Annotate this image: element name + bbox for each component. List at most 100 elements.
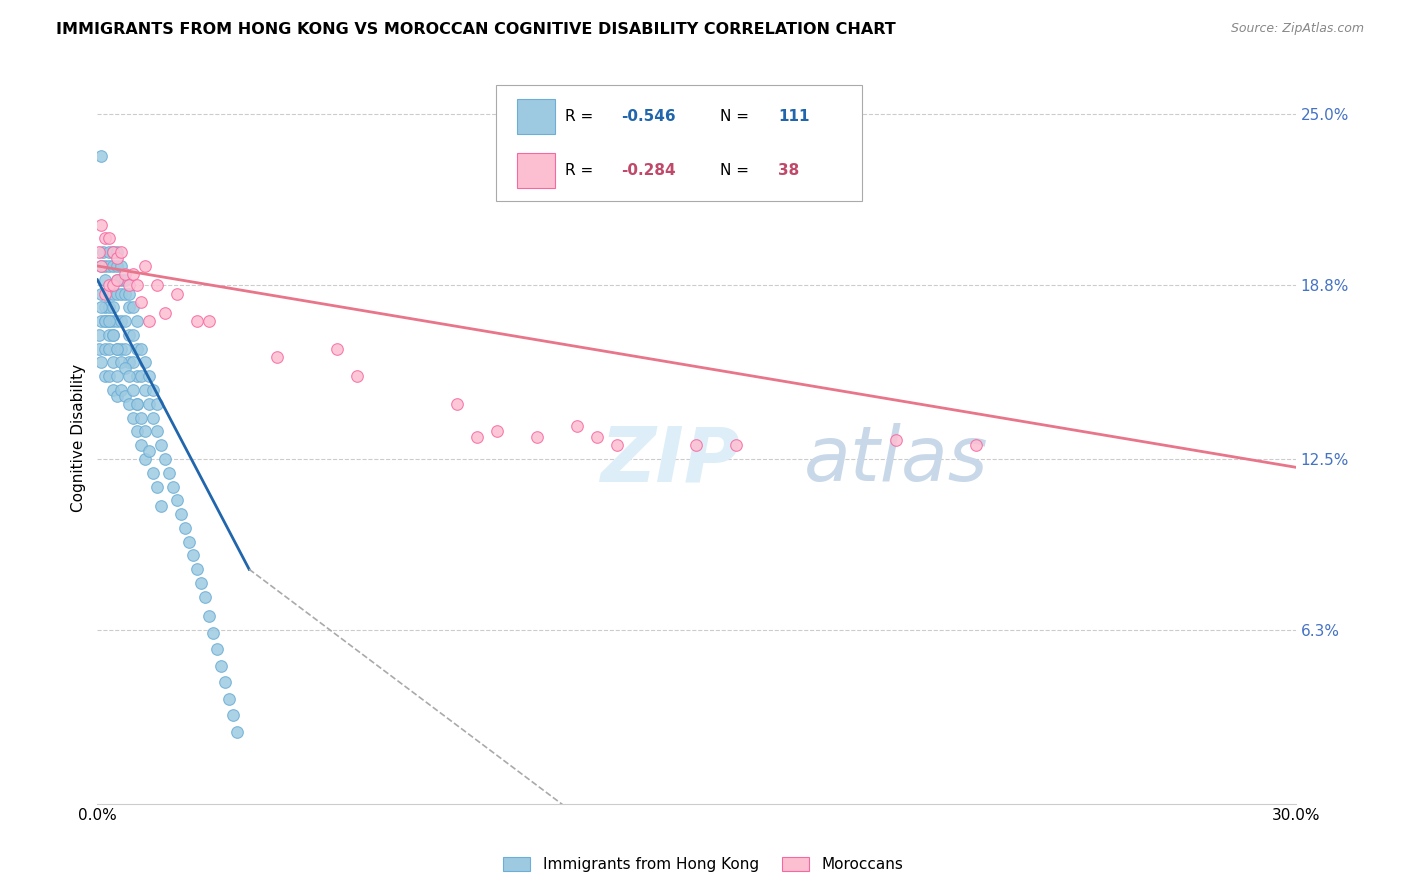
Point [94,231,117,245]
Point [90,218,112,232]
Point [146,278,169,293]
Point [94,273,117,287]
Point [114,361,136,376]
Point [198,609,221,624]
Point [110,383,132,397]
Point [155,306,177,320]
Point [103,286,125,301]
Point [205,642,228,657]
Point [526,430,548,444]
Point [202,625,225,640]
Point [118,301,141,315]
Point [129,294,152,309]
Point [118,327,141,342]
Point [142,466,165,480]
Point [103,301,125,315]
Point [122,267,145,281]
Point [114,267,136,281]
Point [346,369,368,384]
Point [122,301,145,315]
Point [725,438,748,452]
Point [114,273,136,287]
Point [98,245,121,260]
Text: IMMIGRANTS FROM HONG KONG VS MOROCCAN COGNITIVE DISABILITY CORRELATION CHART: IMMIGRANTS FROM HONG KONG VS MOROCCAN CO… [56,22,896,37]
Point [685,438,707,452]
Point [98,327,121,342]
Point [89,342,111,356]
Point [90,149,112,163]
Point [142,410,165,425]
Point [90,259,112,273]
Point [105,251,128,265]
FancyBboxPatch shape [517,153,555,187]
Point [155,452,177,467]
Point [98,259,121,273]
Point [114,388,136,402]
Point [110,314,132,328]
Point [94,314,117,328]
Point [94,342,117,356]
Legend: Immigrants from Hong Kong, Moroccans: Immigrants from Hong Kong, Moroccans [495,849,911,880]
Point [465,430,488,444]
Point [226,725,249,739]
Point [606,438,628,452]
Point [118,369,141,384]
Text: R =: R = [565,162,598,178]
Point [103,314,125,328]
Text: ZIP: ZIP [600,423,741,497]
Point [114,342,136,356]
Point [129,410,152,425]
Point [565,418,588,433]
Point [134,259,156,273]
Point [94,286,117,301]
Point [94,369,117,384]
Point [326,342,349,356]
Text: N =: N = [720,162,754,178]
Point [110,273,132,287]
Point [103,327,125,342]
Point [138,369,160,384]
Point [186,562,208,576]
Point [129,438,152,452]
Text: 111: 111 [778,109,810,124]
Point [103,245,125,260]
Point [103,259,125,273]
Point [98,278,121,293]
Text: 38: 38 [778,162,799,178]
Point [103,383,125,397]
Point [105,369,128,384]
Point [129,342,152,356]
Point [105,286,128,301]
Point [138,314,160,328]
Point [134,452,156,467]
Point [884,433,907,447]
Point [110,259,132,273]
Point [134,425,156,439]
Point [266,350,288,364]
Point [166,286,188,301]
Point [446,397,468,411]
Point [162,479,184,493]
Point [122,410,145,425]
Point [98,314,121,328]
Text: N =: N = [720,109,754,124]
Point [181,549,204,563]
Point [150,438,173,452]
Point [89,327,111,342]
Point [89,245,111,260]
Point [105,259,128,273]
Point [146,397,169,411]
Point [114,314,136,328]
Point [214,675,236,690]
Point [103,327,125,342]
Point [98,286,121,301]
Point [198,314,221,328]
Point [222,708,245,723]
Point [170,507,193,521]
Point [105,273,128,287]
Point [105,273,128,287]
Text: atlas: atlas [804,423,988,497]
Point [127,342,149,356]
Point [105,314,128,328]
Point [218,691,240,706]
